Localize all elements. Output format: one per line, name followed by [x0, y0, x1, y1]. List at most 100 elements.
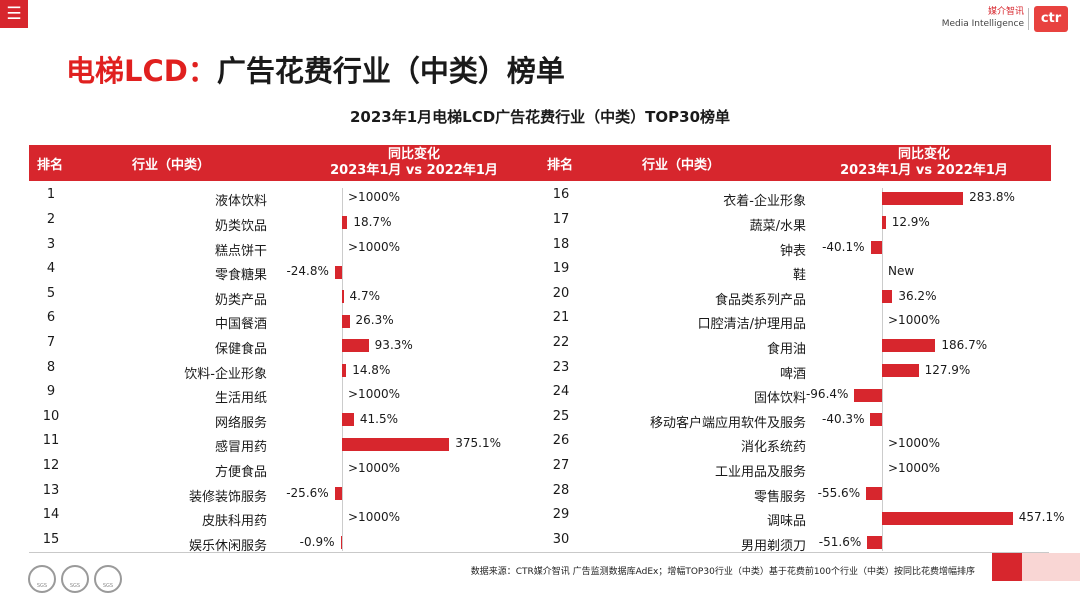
table-header: 排名 行业（中类） 同比变化 2023年1月 vs 2022年1月 排名 行业（…	[29, 145, 1051, 181]
change-value-label: -25.6%	[286, 485, 329, 500]
rank-number: 16	[552, 187, 570, 203]
change-value-label: 375.1%	[455, 436, 502, 451]
industry-label: 移动客户端应用软件及服务	[649, 415, 806, 431]
change-value-label: 457.1%	[1018, 510, 1065, 525]
rank-number: 25	[552, 408, 570, 424]
rank-number: 20	[552, 285, 570, 301]
change-value-label: 4.7%	[349, 288, 381, 303]
change-value-label: 18.7%	[353, 214, 392, 229]
industry-label: 感冒用药	[214, 440, 267, 456]
rank-number: 29	[552, 507, 570, 523]
change-value-label: -40.3%	[822, 411, 865, 426]
brand-cn: 媒介智讯	[987, 7, 1024, 17]
header-change-right-line1: 同比变化	[897, 147, 950, 162]
industry-label: 衣着-企业形象	[723, 194, 806, 210]
change-value-label: -40.1%	[822, 239, 865, 254]
change-value-label: 36.2%	[898, 288, 937, 303]
rank-number: 3	[46, 236, 56, 252]
rank-number: 27	[552, 457, 570, 473]
rank-number: 8	[46, 359, 56, 375]
header-change-left-line2: 2023年1月 vs 2022年1月	[330, 163, 498, 178]
rank-number: 30	[552, 531, 570, 547]
change-value-label: >1000%	[348, 190, 400, 205]
ctr-logo-icon: ctr	[1034, 6, 1068, 32]
rank-number: 5	[46, 285, 56, 301]
change-bar	[342, 413, 354, 427]
industry-label: 消化系统药	[740, 440, 806, 456]
change-value-label: -96.4%	[805, 387, 849, 402]
rank-number: 13	[42, 482, 60, 498]
change-value-label: New	[888, 264, 915, 279]
rank-number: 28	[552, 482, 570, 498]
industry-label: 液体饮料	[214, 194, 267, 210]
rank-number: 14	[42, 507, 60, 523]
sgs-cert-icon: SGS	[94, 565, 122, 593]
change-value-label: 127.9%	[924, 362, 971, 377]
rank-number: 23	[552, 359, 570, 375]
change-value-label: 26.3%	[355, 313, 394, 328]
rank-number: 2	[46, 211, 56, 227]
industry-label: 调味品	[766, 514, 806, 530]
change-bar	[882, 191, 964, 205]
change-bar	[342, 364, 347, 377]
change-bar	[870, 241, 882, 254]
change-value-label: -55.6%	[817, 485, 861, 500]
footer-red-block	[992, 553, 1022, 581]
change-value-label: >1000%	[348, 510, 400, 525]
industry-label: 口腔清洁/护理用品	[697, 317, 806, 333]
sgs-cert-icon: SGS	[28, 565, 56, 593]
header-industry-left: 行业（中类）	[132, 158, 211, 173]
page-title-red: 电梯LCD：	[66, 54, 217, 88]
change-value-label: >1000%	[888, 313, 940, 328]
industry-label: 零食糖果	[214, 268, 267, 284]
change-bar	[882, 216, 886, 230]
industry-label: 娱乐休闲服务	[188, 538, 267, 554]
page-title: 电梯LCD：广告花费行业（中类）榜单	[66, 48, 565, 90]
rank-number: 22	[552, 334, 570, 350]
footer-divider	[29, 552, 1049, 553]
industry-label: 零售服务	[753, 489, 806, 505]
change-bar	[334, 265, 342, 279]
brand-divider	[1028, 8, 1029, 30]
brand-text: 媒介智讯 Media Intelligence	[942, 7, 1024, 30]
chart-title: 2023年1月电梯LCD广告花费行业（中类）TOP30榜单	[349, 108, 731, 126]
change-value-label: >1000%	[348, 239, 400, 254]
change-value-label: >1000%	[888, 436, 940, 451]
industry-label: 奶类饮品	[214, 218, 267, 234]
header-change-left: 同比变化 2023年1月 vs 2022年1月	[301, 147, 527, 179]
change-bar	[866, 487, 882, 500]
industry-label: 网络服务	[214, 415, 267, 431]
rank-number: 11	[42, 433, 60, 449]
change-bar	[342, 314, 350, 328]
change-bar	[342, 290, 344, 304]
rank-number: 15	[42, 531, 60, 547]
change-value-label: 41.5%	[359, 411, 398, 426]
sgs-cert-icon: SGS	[61, 565, 89, 593]
rank-number: 9	[46, 384, 56, 400]
hamburger-icon[interactable]: ☰	[0, 0, 28, 28]
rank-number: 1	[46, 187, 56, 203]
industry-label: 钟表	[779, 243, 806, 259]
change-value-label: >1000%	[888, 460, 940, 475]
change-value-label: 12.9%	[891, 214, 930, 229]
rank-number: 21	[552, 310, 570, 326]
change-bar	[854, 388, 882, 402]
header-rank-left: 排名	[37, 158, 64, 173]
change-bar	[342, 216, 348, 230]
industry-label: 保健食品	[214, 341, 267, 357]
brand-en: Media Intelligence	[941, 19, 1024, 29]
rank-number: 17	[552, 211, 570, 227]
industry-label: 皮肤科用药	[201, 514, 267, 530]
rank-number: 7	[46, 334, 56, 350]
industry-label: 鞋	[792, 268, 806, 284]
change-value-label: 14.8%	[352, 362, 391, 377]
industry-label: 生活用纸	[214, 391, 267, 407]
industry-label: 食用油	[766, 341, 806, 357]
header-industry-right: 行业（中类）	[642, 158, 721, 173]
rank-number: 10	[42, 408, 60, 424]
change-bar	[334, 487, 342, 500]
change-value-label: 186.7%	[941, 337, 988, 352]
change-bar	[882, 511, 1013, 525]
footer-pink-block	[1022, 553, 1080, 581]
brand-logo-area: 媒介智讯 Media Intelligence ctr	[938, 6, 1068, 32]
